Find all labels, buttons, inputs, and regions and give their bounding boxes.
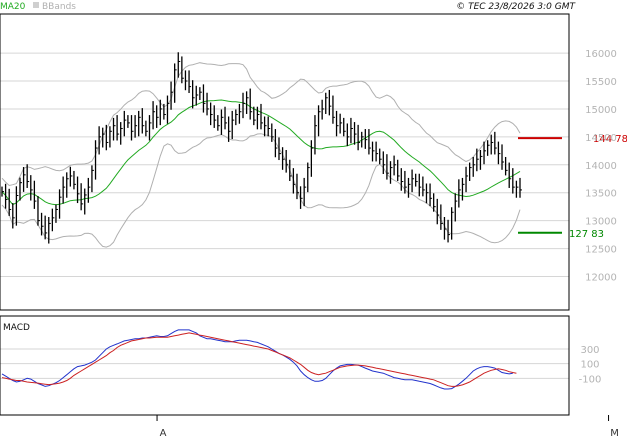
- bbands-legend-swatch: [33, 2, 39, 8]
- macd-tick-label: -100: [579, 374, 602, 385]
- price-tick-label: 13500: [585, 189, 617, 200]
- price-tick-label: 16000: [585, 49, 617, 60]
- price-bars: [1, 52, 522, 244]
- price-tick-label: 12500: [585, 245, 617, 256]
- price-tick-label: 13000: [585, 217, 617, 228]
- ma-legend-label: MA20: [0, 2, 26, 12]
- support-resistance-levels: 144 78 127 83: [518, 134, 627, 240]
- price-grid: [0, 52, 569, 277]
- price-panel-frame: [0, 13, 570, 311]
- price-tick-label: 14000: [585, 161, 617, 172]
- macd-tick-label: 300: [580, 345, 599, 356]
- macd-tick-label: 100: [580, 360, 599, 371]
- macd-grid: [0, 348, 569, 379]
- support-label: 127 83: [569, 229, 604, 240]
- signal-line: [1, 332, 517, 387]
- month-label: A: [160, 428, 167, 439]
- macd-panel-label: MACD: [3, 323, 30, 333]
- price-y-axis: 12000 12500 13000 13500 14000 14500 15000 15500…: [585, 49, 617, 283]
- legend: MA20 BBands: [0, 2, 76, 12]
- macd-line: [1, 329, 513, 390]
- price-tick-label: 15500: [585, 77, 617, 88]
- x-axis: AMJJAS: [156, 415, 619, 439]
- resistance-label: 144 78: [593, 134, 627, 145]
- price-tick-label: 12000: [585, 272, 617, 283]
- month-label: M: [610, 428, 619, 439]
- macd-lines: [1, 329, 517, 390]
- copyright-text: © TEC 23/8/2026 3:0 GMT: [456, 2, 576, 12]
- macd-panel-frame: [0, 315, 570, 416]
- price-tick-label: 15000: [585, 105, 617, 116]
- macd-y-axis: -100 100 300: [579, 345, 602, 385]
- price-tick-label: 14500: [585, 133, 617, 144]
- bbands-legend-label: BBands: [42, 2, 76, 12]
- bband-upper: [1, 62, 521, 187]
